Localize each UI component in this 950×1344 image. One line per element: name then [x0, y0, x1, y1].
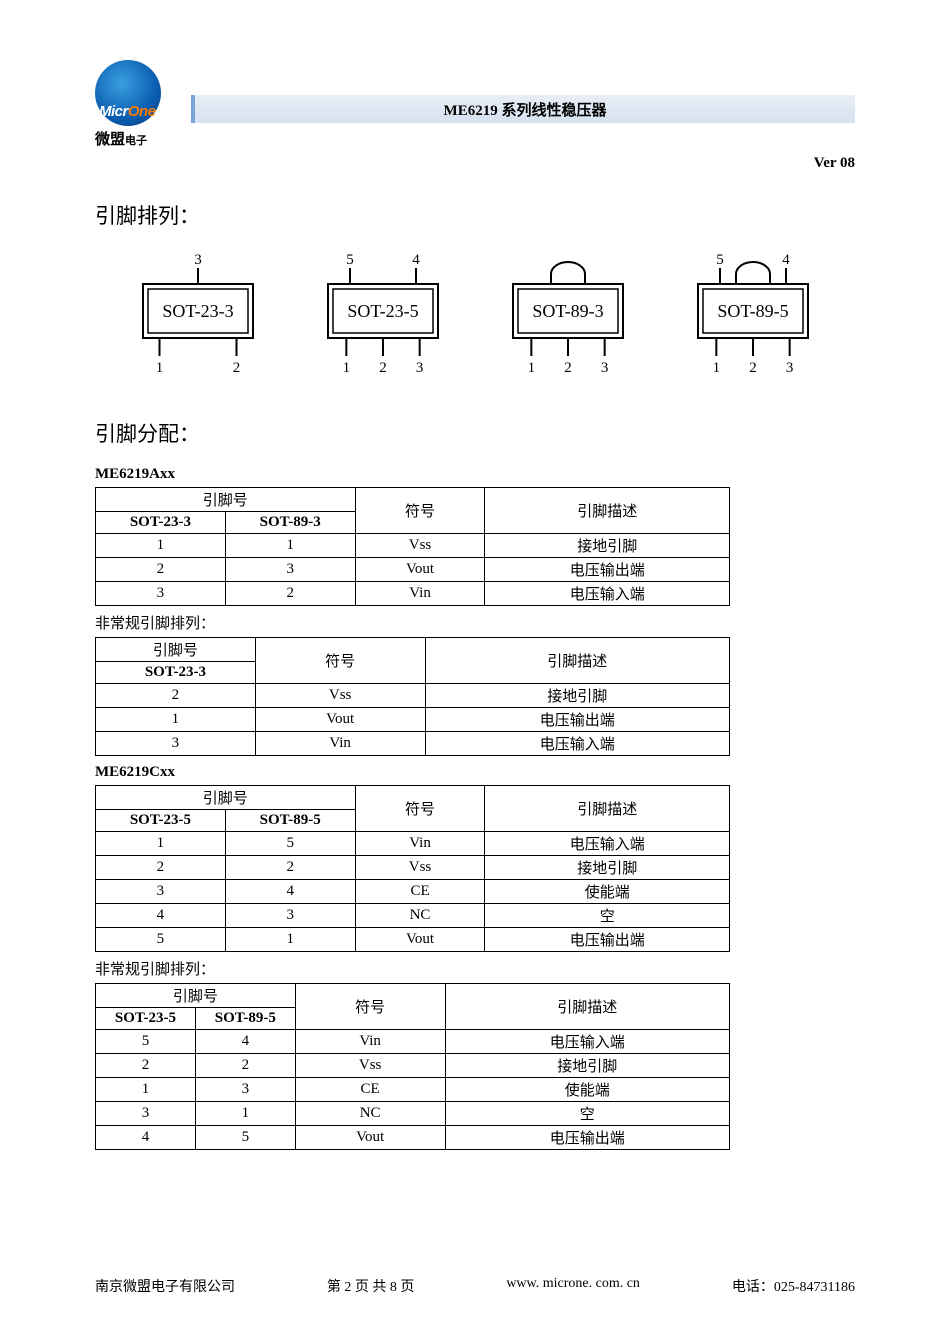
svg-text:1: 1	[527, 360, 535, 376]
table-row: 1Vout电压输出端	[96, 708, 730, 732]
th-desc: 引脚描述	[425, 638, 730, 684]
th-pinno: 引脚号	[96, 786, 356, 810]
table-row: 15Vin电压输入端	[96, 832, 730, 856]
table-row: 51Vout电压输出端	[96, 928, 730, 952]
th-pkg1: SOT-23-3	[96, 662, 256, 684]
svg-text:3: 3	[194, 252, 202, 268]
package-SOT-89-3: SOT-89-3 1 2 3	[503, 248, 633, 388]
table-row: 34CE使能端	[96, 880, 730, 904]
table-row: 32Vin电压输入端	[96, 582, 730, 606]
svg-text:SOT-23-3: SOT-23-3	[162, 301, 233, 321]
th-pkg2: SOT-89-3	[225, 512, 355, 534]
svg-text:1: 1	[712, 360, 720, 376]
footer-tel: 电话：025-84731186	[732, 1276, 855, 1296]
table-row: 54Vin电压输入端	[96, 1030, 730, 1054]
table-axx-alt: 引脚号符号引脚描述 SOT-23-32Vss接地引脚1Vout电压输出端3Vin电…	[95, 637, 730, 756]
th-pkg1: SOT-23-5	[96, 810, 226, 832]
pkg-SOT-89-5: 5 4 SOT-89-5 1 2 3	[688, 248, 818, 388]
table-row: 3Vin电压输入端	[96, 732, 730, 756]
label-irregular-1: 非常规引脚排列：	[95, 612, 855, 633]
svg-text:3: 3	[600, 360, 608, 376]
table-axx-main: 引脚号符号引脚描述 SOT-23-3SOT-89-311Vss接地引脚23Vout…	[95, 487, 730, 606]
table-row: 11Vss接地引脚	[96, 534, 730, 558]
table-row: 45Vout电压输出端	[96, 1126, 730, 1150]
logo: MicrOne 微盟电子	[95, 60, 185, 149]
svg-text:1: 1	[342, 360, 350, 376]
th-desc: 引脚描述	[485, 488, 730, 534]
table-cxx-main: 引脚号符号引脚描述 SOT-23-5SOT-89-515Vin电压输入端22Vss…	[95, 785, 730, 952]
pkg-SOT-23-5: 5 4 SOT-23-5 1 2 3	[318, 248, 448, 388]
svg-text:SOT-89-3: SOT-89-3	[532, 301, 603, 321]
svg-text:2: 2	[379, 360, 387, 376]
th-pinno: 引脚号	[96, 638, 256, 662]
table-row: 23Vout电压输出端	[96, 558, 730, 582]
th-desc: 引脚描述	[485, 786, 730, 832]
th-pkg2: SOT-89-5	[195, 1008, 295, 1030]
header: MicrOne 微盟电子 ME6219 系列线性稳压器	[95, 60, 855, 149]
footer-url: www. microne. com. cn	[506, 1276, 640, 1296]
svg-text:SOT-89-5: SOT-89-5	[717, 301, 788, 321]
section-pin-assign: 引脚分配：	[95, 418, 855, 448]
logo-cn: 微盟电子	[95, 128, 185, 149]
th-symbol: 符号	[255, 638, 425, 684]
svg-text:2: 2	[564, 360, 572, 376]
pkg-SOT-89-3: SOT-89-3 1 2 3	[503, 248, 633, 388]
th-desc: 引脚描述	[445, 984, 729, 1030]
svg-text:2: 2	[232, 360, 240, 376]
th-pkg1: SOT-23-5	[96, 1008, 196, 1030]
section-pin-layout: 引脚排列：	[95, 200, 855, 230]
package-SOT-23-3: 3 SOT-23-3 1 2	[133, 248, 263, 388]
svg-text:5: 5	[716, 252, 724, 268]
title-bar: ME6219 系列线性稳压器	[191, 95, 855, 123]
th-pkg2: SOT-89-5	[225, 810, 355, 832]
svg-text:3: 3	[785, 360, 793, 376]
svg-text:4: 4	[782, 252, 790, 268]
th-symbol: 符号	[295, 984, 445, 1030]
table-row: 22Vss接地引脚	[96, 1054, 730, 1078]
label-irregular-2: 非常规引脚排列：	[95, 958, 855, 979]
th-pinno: 引脚号	[96, 488, 356, 512]
version-label: Ver 08	[95, 155, 855, 172]
footer-page: 第 2 页 共 8 页	[327, 1276, 415, 1296]
th-pinno: 引脚号	[96, 984, 296, 1008]
th-symbol: 符号	[355, 786, 485, 832]
table-row: 13CE使能端	[96, 1078, 730, 1102]
svg-text:SOT-23-5: SOT-23-5	[347, 301, 418, 321]
footer: 南京微盟电子有限公司 第 2 页 共 8 页 www. microne. com…	[95, 1276, 855, 1296]
svg-text:4: 4	[412, 252, 420, 268]
table-cxx-alt: 引脚号符号引脚描述 SOT-23-5SOT-89-554Vin电压输入端22Vss…	[95, 983, 730, 1150]
table-row: 43NC空	[96, 904, 730, 928]
table-row: 22Vss接地引脚	[96, 856, 730, 880]
table-row: 2Vss接地引脚	[96, 684, 730, 708]
label-me6219cxx: ME6219Cxx	[95, 764, 855, 781]
label-me6219axx: ME6219Axx	[95, 466, 855, 483]
th-pkg1: SOT-23-3	[96, 512, 226, 534]
logo-latin: MicrOne	[99, 103, 156, 120]
package-SOT-23-5: 5 4 SOT-23-5 1 2 3	[318, 248, 448, 388]
package-SOT-89-5: 5 4 SOT-89-5 1 2 3	[688, 248, 818, 388]
svg-text:1: 1	[155, 360, 163, 376]
package-diagram-row: 3 SOT-23-3 1 2 5 4 SOT-23-5 1 2 3 SOT-89-3 1 2 3 5 4 SOT…	[105, 248, 845, 388]
svg-text:2: 2	[749, 360, 757, 376]
th-symbol: 符号	[355, 488, 485, 534]
svg-text:3: 3	[415, 360, 423, 376]
logo-circle: MicrOne	[95, 60, 161, 126]
footer-company: 南京微盟电子有限公司	[95, 1276, 235, 1296]
pkg-SOT-23-3: 3 SOT-23-3 1 2	[133, 248, 263, 388]
svg-text:5: 5	[346, 252, 354, 268]
table-row: 31NC空	[96, 1102, 730, 1126]
